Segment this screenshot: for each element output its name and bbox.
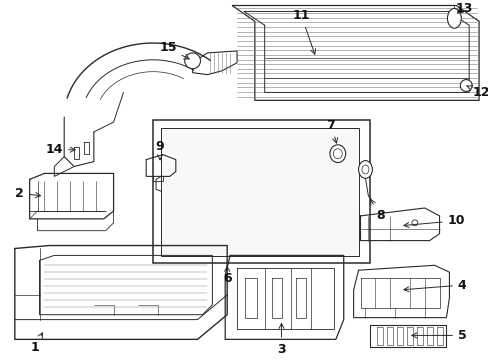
Bar <box>161 128 358 256</box>
Text: 14: 14 <box>45 143 75 156</box>
Circle shape <box>411 220 417 226</box>
Text: 3: 3 <box>277 324 285 356</box>
Bar <box>153 120 369 263</box>
Ellipse shape <box>329 145 345 163</box>
Ellipse shape <box>358 161 372 178</box>
Text: 11: 11 <box>292 9 315 54</box>
Text: 7: 7 <box>326 118 337 143</box>
Polygon shape <box>232 5 478 100</box>
Text: 15: 15 <box>159 41 189 59</box>
Ellipse shape <box>361 165 368 174</box>
Text: 6: 6 <box>223 266 231 285</box>
Text: 2: 2 <box>15 187 41 200</box>
Text: 4: 4 <box>403 279 466 292</box>
Circle shape <box>459 80 471 91</box>
Ellipse shape <box>333 149 342 159</box>
Text: 9: 9 <box>155 140 164 160</box>
Text: 10: 10 <box>403 214 464 228</box>
Text: 8: 8 <box>370 199 384 222</box>
Text: 1: 1 <box>30 333 42 354</box>
Ellipse shape <box>447 9 460 28</box>
Text: 13: 13 <box>455 2 472 15</box>
Text: 5: 5 <box>411 329 466 342</box>
Text: 12: 12 <box>466 86 488 99</box>
Circle shape <box>184 53 200 69</box>
